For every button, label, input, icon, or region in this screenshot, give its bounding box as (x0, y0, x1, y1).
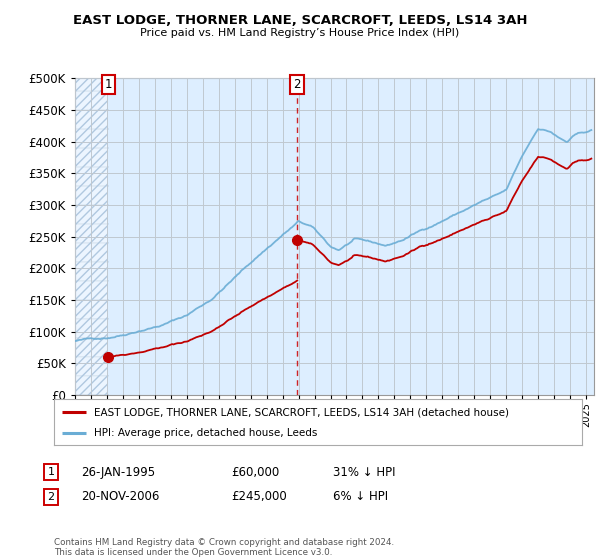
Bar (75, 78, 108, 395)
Text: £60,000: £60,000 (231, 465, 279, 479)
Bar (75, 78, 108, 395)
Text: 31% ↓ HPI: 31% ↓ HPI (333, 465, 395, 479)
Text: 1: 1 (104, 78, 112, 91)
Text: 2: 2 (47, 492, 55, 502)
Text: EAST LODGE, THORNER LANE, SCARCROFT, LEEDS, LS14 3AH: EAST LODGE, THORNER LANE, SCARCROFT, LEE… (73, 14, 527, 27)
Text: 1: 1 (47, 467, 55, 477)
Text: £245,000: £245,000 (231, 490, 287, 503)
Text: 2: 2 (293, 78, 301, 91)
Text: Price paid vs. HM Land Registry’s House Price Index (HPI): Price paid vs. HM Land Registry’s House … (140, 28, 460, 38)
Text: Contains HM Land Registry data © Crown copyright and database right 2024.
This d: Contains HM Land Registry data © Crown c… (54, 538, 394, 557)
Text: HPI: Average price, detached house, Leeds: HPI: Average price, detached house, Leed… (94, 428, 317, 438)
Text: 26-JAN-1995: 26-JAN-1995 (81, 465, 155, 479)
Text: 20-NOV-2006: 20-NOV-2006 (81, 490, 160, 503)
Text: 6% ↓ HPI: 6% ↓ HPI (333, 490, 388, 503)
Text: EAST LODGE, THORNER LANE, SCARCROFT, LEEDS, LS14 3AH (detached house): EAST LODGE, THORNER LANE, SCARCROFT, LEE… (94, 407, 509, 417)
